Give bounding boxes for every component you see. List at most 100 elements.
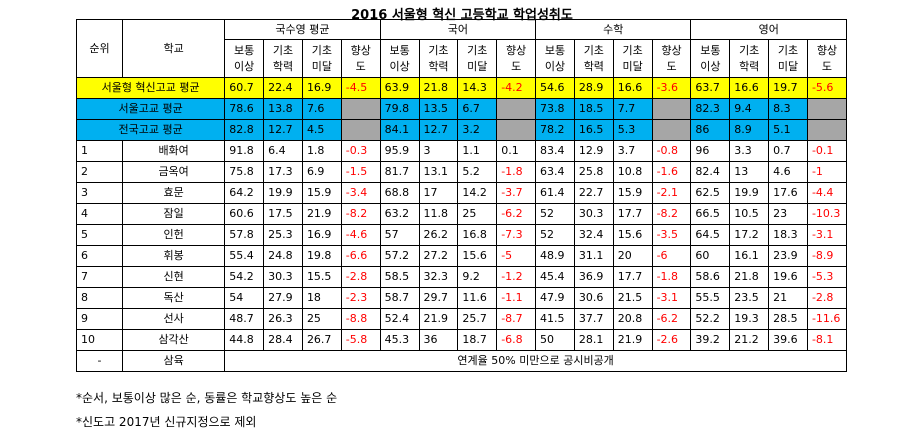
header-metric-word: 도 (511, 59, 522, 73)
value-cell: 16.6 (612, 77, 653, 99)
improvement-cell (806, 98, 848, 120)
value-cell: 68.8 (379, 182, 420, 204)
improvement-cell: -3.6 (651, 77, 692, 99)
value-cell: 14.2 (457, 182, 498, 204)
header-metric-word: 기초 (467, 43, 488, 57)
value-cell: 17.7 (612, 203, 653, 225)
average-label: 서울형 혁신고교 평균 (75, 77, 226, 99)
header-metric-word: 향상 (661, 43, 682, 57)
value-cell: 14.3 (457, 77, 498, 99)
value-cell: 78.2 (535, 119, 575, 141)
header-group: 영어 (690, 19, 847, 40)
value-cell: 26.7 (301, 329, 342, 351)
value-cell: 3.3 (729, 140, 770, 162)
value-cell: 5.3 (612, 119, 653, 141)
value-cell: 62.5 (690, 182, 731, 204)
rank-cell: 3 (76, 182, 123, 204)
value-cell: 64.2 (224, 182, 265, 204)
improvement-cell: -8.8 (340, 308, 381, 330)
header-metric-word: 기초 (777, 43, 799, 57)
value-cell: 6.4 (263, 140, 303, 162)
header-metric-word: 학력 (739, 59, 760, 73)
header-metric-word: 이상 (700, 59, 721, 73)
school-name: 잠일 (121, 203, 226, 225)
value-cell: 21.5 (612, 287, 653, 309)
value-cell: 6.7 (457, 98, 498, 120)
value-cell: 4.6 (768, 161, 808, 183)
value-cell: 21.9 (612, 329, 653, 351)
header-row-groups: 순위 학교 국수영 평균 국어 수학 영어 (76, 19, 847, 78)
value-cell: 91.8 (224, 140, 265, 162)
value-cell: 21.8 (729, 266, 770, 288)
header-metric: 기초 미달 (768, 39, 808, 78)
average-label: 서울고교 평균 (75, 98, 226, 120)
header-group: 수학 (535, 19, 692, 40)
improvement-cell (651, 119, 692, 141)
value-cell: 30.3 (263, 266, 303, 288)
header-metric-word: 미달 (622, 59, 643, 73)
school-name: 독산 (121, 287, 226, 309)
improvement-cell: -8.1 (806, 329, 848, 351)
value-cell: 21.9 (418, 308, 459, 330)
value-cell: 9.2 (457, 266, 498, 288)
header-metric-word: 미달 (467, 59, 488, 73)
improvement-cell: -8.9 (806, 245, 848, 267)
improvement-cell: -6.2 (496, 203, 537, 225)
value-cell: 11.8 (418, 203, 459, 225)
average-row: 서울고교 평균 78.6 13.8 7.6 79.8 13.5 6.7 73.8 18.5 7.7… (75, 98, 848, 120)
improvement-cell: -1.2 (496, 266, 537, 288)
value-cell: 36.9 (573, 266, 614, 288)
value-cell: 3.7 (612, 140, 653, 162)
value-cell: 47.9 (535, 287, 575, 309)
value-cell: 25 (457, 203, 498, 225)
improvement-cell: -6.6 (340, 245, 381, 267)
value-cell: 82.4 (690, 161, 731, 183)
value-cell: 18.3 (768, 224, 808, 246)
improvement-cell: -6.8 (496, 329, 537, 351)
value-cell: 27.2 (418, 245, 459, 267)
value-cell: 16.9 (301, 224, 342, 246)
value-cell: 54 (224, 287, 265, 309)
rank-cell: 8 (76, 287, 123, 309)
value-cell: 52 (535, 203, 575, 225)
value-cell: 1.1 (457, 140, 498, 162)
value-cell: 1.8 (301, 140, 342, 162)
school-row: 10 삼각산 44.8 28.4 26.7 -5.8 45.3 36 18.7 -6.8 50 28.… (76, 329, 848, 351)
value-cell: 17.2 (729, 224, 770, 246)
value-cell: 13.8 (263, 98, 303, 120)
achievement-table: 순위 학교 국수영 평균 국어 수학 영어 보통 이상 기초 학력 기초 미달 향상 도 보통 이상 기초 학력 기… (75, 19, 848, 372)
header-metric-word: 학력 (428, 59, 449, 73)
value-cell: 7.6 (301, 98, 342, 120)
value-cell: 17.7 (612, 266, 653, 288)
value-cell: 16.1 (729, 245, 770, 267)
value-cell: 19.8 (301, 245, 342, 267)
value-cell: 16.9 (301, 77, 342, 99)
improvement-cell: -2.6 (651, 329, 692, 351)
improvement-cell: -6.2 (651, 308, 692, 330)
school-name: 배화여 (121, 140, 226, 162)
value-cell: 15.6 (612, 224, 653, 246)
header-metric: 보통 이상 (224, 39, 265, 78)
value-cell: 58.7 (379, 287, 420, 309)
value-cell: 19.6 (768, 266, 808, 288)
improvement-cell: 0.1 (496, 140, 537, 162)
value-cell: 36 (418, 329, 459, 351)
header-metric-word: 기초 (622, 43, 643, 57)
improvement-cell (496, 119, 537, 141)
value-cell: 21 (768, 287, 808, 309)
value-cell: 30.6 (573, 287, 614, 309)
school-name: 선사 (121, 308, 226, 330)
value-cell: 25.8 (573, 161, 614, 183)
improvement-cell: -3.5 (651, 224, 692, 246)
improvement-cell: -3.1 (651, 287, 692, 309)
value-cell: 82.3 (690, 98, 731, 120)
note-exclusion: *신도고 2017년 신규지정으로 제외 (76, 415, 257, 429)
rank-cell: 5 (76, 224, 123, 246)
value-cell: 15.9 (301, 182, 342, 204)
header-school: 학교 (121, 19, 226, 78)
header-metric-word: 기초 (311, 43, 332, 57)
improvement-cell: -0.8 (651, 140, 692, 162)
header-metric-word: 이상 (234, 59, 255, 73)
header-metric: 향상 도 (496, 39, 537, 78)
